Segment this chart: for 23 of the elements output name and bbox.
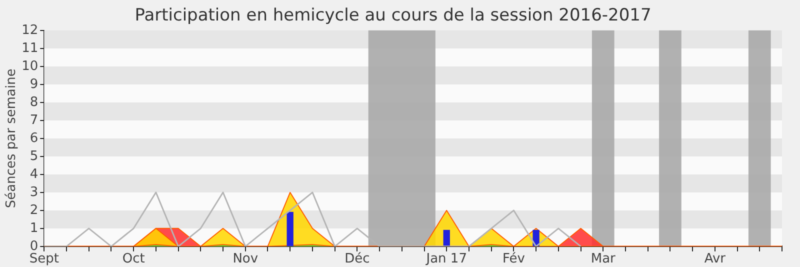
x-tick-label: Oct bbox=[122, 252, 145, 267]
x-tick-label: Mar bbox=[590, 252, 616, 267]
y-tick-label: 5 bbox=[30, 148, 38, 164]
y-tick-label: 0 bbox=[30, 238, 38, 254]
y-tick-label: 10 bbox=[22, 58, 38, 74]
y-tick-label: 8 bbox=[30, 94, 38, 110]
y-tick-label: 3 bbox=[30, 184, 38, 200]
y-tick-label: 1 bbox=[30, 220, 38, 236]
y-tick-label: 12 bbox=[22, 22, 38, 38]
y-tick-label: 4 bbox=[30, 166, 38, 182]
x-tick-label: Avr bbox=[704, 252, 726, 267]
y-tick-label: 11 bbox=[22, 40, 38, 56]
x-tick-label: Nov bbox=[232, 252, 258, 267]
x-tick-label: Déc bbox=[344, 252, 370, 267]
y-tick-label: 6 bbox=[30, 130, 38, 146]
x-tick-label: Fév bbox=[502, 252, 526, 267]
x-tick-label: Sept bbox=[29, 252, 59, 267]
chart-title: Participation en hemicycle au cours de la session 2016-2017 bbox=[134, 6, 652, 26]
y-axis-title: Séances par semaine bbox=[4, 68, 20, 208]
y-tick-label: 9 bbox=[30, 76, 38, 92]
y-tick-label: 7 bbox=[30, 112, 38, 128]
x-tick-label: Jan 17 bbox=[425, 252, 467, 267]
y-tick-label: 2 bbox=[30, 202, 38, 218]
